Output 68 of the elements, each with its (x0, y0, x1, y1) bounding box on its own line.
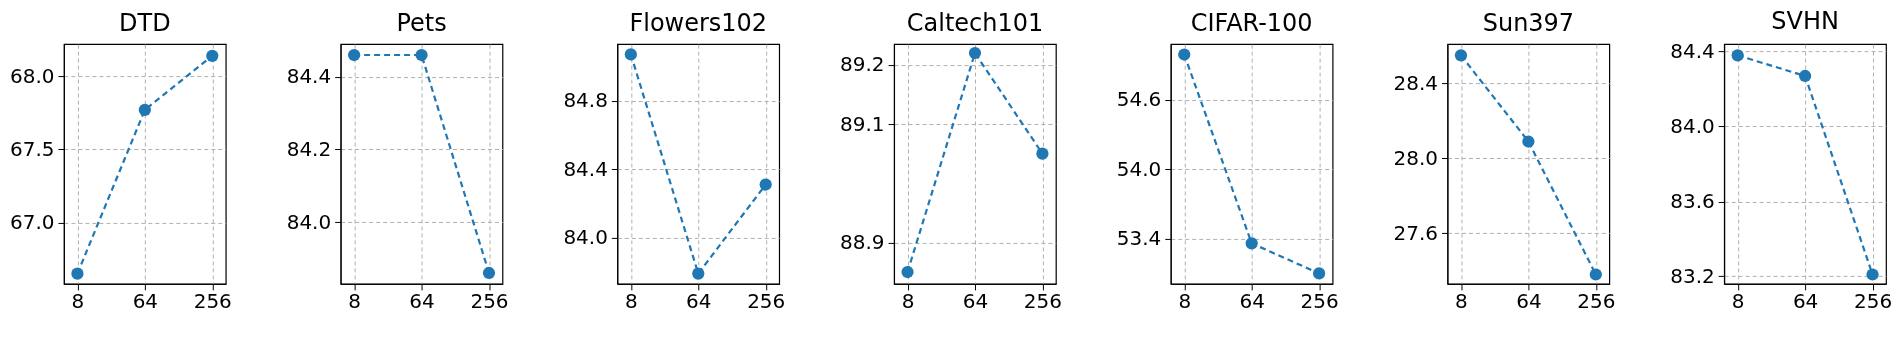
point (1454, 49, 1468, 62)
x-tick-label: 8 (901, 289, 915, 314)
y-tick-label: 89.2 (840, 52, 885, 77)
y-tick-label: 68.0 (9, 63, 55, 88)
point (692, 267, 705, 280)
y-tick-label: 84.2 (286, 136, 332, 161)
y-tick-label: 54.0 (1116, 156, 1162, 181)
x-tick-label: 256 (1300, 289, 1339, 314)
x-tick-label: 256 (1023, 289, 1062, 314)
x-tick-label: 64 (686, 289, 712, 314)
point (1522, 135, 1535, 148)
y-tick-label: 84.0 (1670, 114, 1715, 139)
point (1731, 49, 1744, 62)
chart-title: SVHN (1771, 6, 1839, 35)
chart-title: Flowers102 (629, 9, 768, 38)
x-tick-label: 64 (1792, 289, 1819, 314)
x-tick-label: 256 (470, 289, 509, 314)
point (138, 103, 151, 117)
x-tick-label: 64 (1239, 289, 1265, 314)
y-tick-label: 67.5 (9, 136, 55, 161)
y-tick-label: 84.0 (286, 209, 332, 234)
point (968, 46, 982, 60)
y-tick-label: 67.0 (9, 209, 55, 234)
y-tick-label: 88.9 (840, 229, 885, 254)
point (1178, 48, 1191, 61)
chart-title: DTD (119, 9, 171, 38)
point (1313, 267, 1326, 280)
y-tick-label: 27.6 (1393, 220, 1438, 245)
point (1036, 147, 1049, 160)
y-tick-label: 83.6 (1670, 188, 1715, 213)
y-tick-label: 89.1 (840, 111, 885, 136)
y-tick-label: 84.4 (1670, 39, 1715, 64)
x-tick-label: 64 (132, 289, 159, 314)
y-tick-label: 84.4 (286, 64, 332, 89)
point (206, 49, 219, 62)
chart-title: CIFAR-100 (1190, 9, 1313, 38)
x-tick-label: 64 (1516, 289, 1542, 314)
chart-title: Caltech101 (906, 9, 1044, 38)
point (901, 265, 914, 279)
point (624, 48, 637, 61)
y-tick-label: 28.4 (1393, 70, 1438, 95)
y-tick-label: 83.2 (1670, 263, 1715, 288)
x-tick-label: 256 (747, 289, 786, 314)
y-tick-label: 84.0 (563, 225, 608, 250)
x-tick-label: 64 (962, 289, 989, 314)
point (1798, 69, 1812, 83)
y-tick-label: 53.4 (1116, 226, 1162, 251)
y-tick-label: 84.8 (563, 88, 608, 113)
x-tick-label: 8 (348, 289, 361, 314)
point (71, 267, 84, 280)
x-tick-label: 64 (409, 289, 435, 314)
x-tick-label: 8 (1178, 289, 1192, 314)
y-tick-label: 84.4 (563, 156, 608, 181)
x-tick-label: 8 (1455, 289, 1468, 314)
y-tick-label: 54.6 (1116, 87, 1162, 112)
x-tick-label: 256 (1853, 289, 1893, 314)
point (1866, 268, 1879, 281)
x-tick-label: 256 (1577, 289, 1616, 314)
point (1245, 237, 1258, 250)
point (759, 178, 772, 191)
chart-title: Pets (396, 9, 447, 38)
x-tick-label: 8 (624, 289, 638, 314)
x-tick-label: 256 (193, 289, 232, 314)
x-tick-label: 8 (71, 289, 85, 314)
point (1589, 268, 1602, 281)
y-tick-label: 28.0 (1393, 145, 1438, 170)
x-tick-label: 8 (1731, 289, 1745, 314)
chart-title: Sun397 (1482, 9, 1575, 38)
